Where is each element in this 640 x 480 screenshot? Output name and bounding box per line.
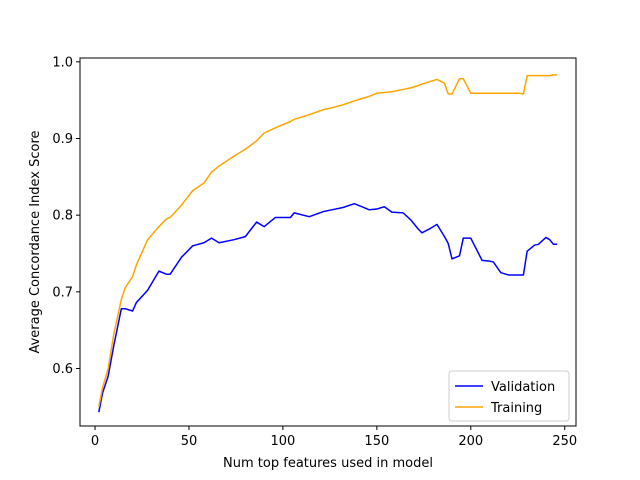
x-axis-ticks: 0 50 100 150 200 250 xyxy=(91,426,577,449)
y-tick-label: 1.0 xyxy=(52,55,73,70)
x-axis-label: Num top features used in model xyxy=(223,456,433,471)
y-tick-label: 0.7 xyxy=(52,285,73,300)
x-tick-label: 50 xyxy=(181,434,198,449)
x-tick-label: 200 xyxy=(458,434,483,449)
legend-box xyxy=(448,370,570,422)
x-tick-label: 0 xyxy=(91,434,99,449)
series-line-training xyxy=(98,74,558,407)
x-tick-label: 100 xyxy=(270,434,295,449)
y-tick-label: 0.6 xyxy=(52,362,73,377)
legend: Validation Training xyxy=(448,370,570,422)
y-tick-label: 0.8 xyxy=(52,209,73,224)
series-line-validation xyxy=(98,202,558,413)
x-tick-label: 250 xyxy=(552,434,577,449)
y-tick-label: 0.9 xyxy=(52,132,73,147)
y-axis-ticks: 0.6 0.7 0.8 0.9 1.0 xyxy=(52,55,80,377)
y-axis-label: Average Concordance Index Score xyxy=(28,130,43,353)
plot-frame xyxy=(79,57,577,427)
legend-label-training: Training xyxy=(490,401,542,416)
x-tick-label: 150 xyxy=(364,434,389,449)
series-layer xyxy=(98,74,558,413)
legend-label-validation: Validation xyxy=(491,380,555,395)
